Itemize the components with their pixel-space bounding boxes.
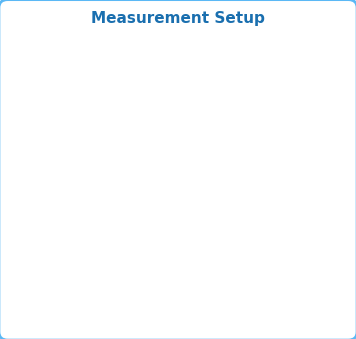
Bar [75, 179, 344, 326]
Circle shape [130, 174, 146, 189]
Bar [166, 286, 174, 296]
Bar [177, 129, 188, 142]
Bar [109, 87, 120, 100]
Circle shape [80, 236, 116, 270]
Bar [223, 88, 241, 107]
Bar [159, 129, 171, 142]
Bar [107, 240, 122, 259]
Bar [159, 87, 171, 100]
Bar [105, 41, 199, 158]
Bar [177, 108, 188, 121]
Bar [109, 45, 120, 58]
Circle shape [145, 125, 169, 148]
Bar [248, 117, 266, 135]
Bar [135, 240, 150, 259]
Bar [126, 87, 137, 100]
Circle shape [315, 254, 330, 269]
Bar [142, 108, 154, 121]
Bar [177, 45, 188, 58]
Bar [142, 45, 154, 58]
Bar [16, 28, 204, 41]
Bar [162, 240, 178, 259]
Bar [158, 259, 239, 296]
Circle shape [150, 131, 163, 142]
Circle shape [135, 178, 141, 185]
Bar [62, 195, 81, 213]
Bar [109, 108, 120, 121]
Text: Port 1: Port 1 [92, 278, 132, 302]
Circle shape [37, 178, 44, 185]
Bar [19, 41, 100, 161]
Bar [299, 117, 317, 135]
Bar [317, 241, 349, 267]
Bar [216, 35, 335, 48]
Bar [216, 35, 335, 178]
Bar [274, 117, 291, 135]
Bar [110, 286, 119, 296]
Bar [223, 117, 241, 135]
Text: Port 2: Port 2 [288, 255, 323, 265]
Bar [142, 87, 154, 100]
Bar [16, 168, 204, 195]
Bar [159, 66, 171, 79]
Bar [247, 240, 262, 259]
Bar [109, 66, 120, 79]
Bar [93, 227, 131, 260]
Bar [274, 88, 291, 107]
Bar [159, 108, 171, 121]
Bar [126, 45, 137, 58]
Circle shape [33, 174, 48, 189]
Bar [159, 45, 171, 58]
Bar [126, 129, 137, 142]
Bar [177, 66, 188, 79]
Bar [72, 177, 341, 323]
Bar [177, 87, 188, 100]
Circle shape [88, 243, 108, 262]
Bar [14, 18, 342, 223]
Bar [14, 18, 342, 69]
Bar [299, 88, 317, 107]
Bar [15, 38, 104, 165]
Bar [142, 129, 154, 142]
Bar [223, 66, 328, 99]
Bar [215, 240, 231, 259]
Bar [126, 108, 137, 121]
Bar [126, 66, 137, 79]
Text: Measurement Setup: Measurement Setup [91, 11, 265, 26]
Bar [248, 88, 266, 107]
Text: Signal Amplifier: Signal Amplifier [77, 154, 189, 190]
Bar [109, 129, 120, 142]
Bar [138, 286, 147, 296]
Circle shape [308, 248, 337, 276]
Bar [89, 200, 319, 307]
Bar [16, 28, 204, 195]
Bar [142, 66, 154, 79]
